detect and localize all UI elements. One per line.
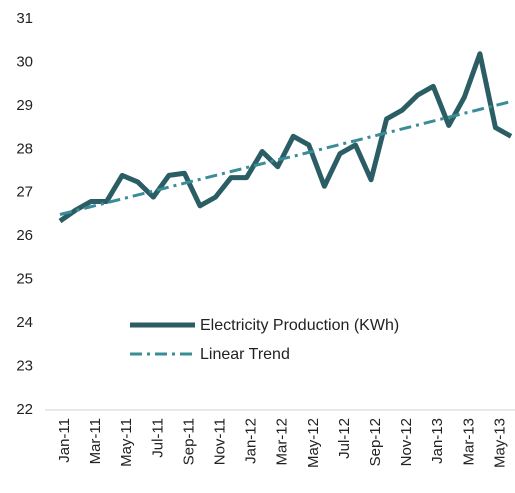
x-tick-label: Sep-12 — [367, 418, 384, 466]
legend-label: Electricity Production (KWh) — [200, 317, 399, 334]
x-tick-label: May-11 — [118, 418, 135, 467]
x-tick-label: Nov-11 — [211, 418, 228, 465]
x-tick-label: Mar-13 — [460, 418, 477, 466]
x-tick-label: Nov-12 — [398, 418, 415, 466]
x-tick-label: Jan-13 — [429, 418, 446, 464]
line-series — [59, 100, 512, 216]
y-tick-label: 23 — [16, 358, 33, 375]
y-tick-label: 22 — [16, 401, 33, 418]
y-tick-label: 30 — [16, 53, 33, 70]
x-tick-label: Mar-12 — [274, 418, 291, 466]
x-tick-label: Jan-11 — [56, 418, 73, 463]
y-tick-label: 24 — [16, 314, 33, 331]
y-tick-label: 28 — [16, 140, 33, 157]
x-tick-label: Sep-11 — [180, 418, 197, 465]
y-tick-label: 26 — [16, 227, 33, 244]
x-tick-label: May-12 — [305, 418, 322, 468]
y-tick-label: 27 — [16, 184, 33, 201]
x-tick-label: Jan-12 — [243, 418, 260, 464]
y-tick-label: 31 — [16, 10, 33, 27]
legend-label: Linear Trend — [200, 346, 290, 363]
line-series — [58, 51, 513, 224]
x-tick-label: Mar-11 — [87, 418, 104, 464]
y-tick-label: 29 — [16, 97, 33, 114]
y-tick-label: 25 — [16, 271, 33, 288]
x-tick-label: May-13 — [491, 418, 508, 468]
x-tick-label: Jul-11 — [149, 418, 166, 458]
x-tick-label: Jul-12 — [336, 418, 353, 459]
